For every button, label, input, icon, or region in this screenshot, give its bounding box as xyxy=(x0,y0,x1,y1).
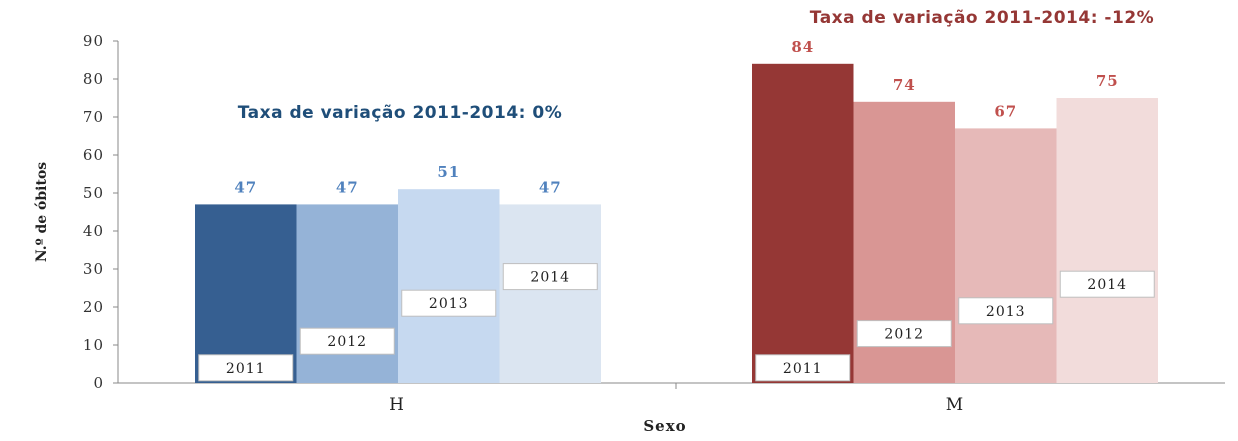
y-axis-title: N.º de óbitos xyxy=(34,162,50,262)
year-label: 2014 xyxy=(502,263,598,291)
bar xyxy=(195,204,297,383)
y-tick-label: 60 xyxy=(83,146,104,164)
data-label: 47 xyxy=(336,178,359,196)
data-label: 84 xyxy=(791,38,814,56)
bar xyxy=(1056,98,1158,383)
bar xyxy=(752,63,854,384)
x-tick-label: H xyxy=(389,395,405,415)
year-label-text: 2012 xyxy=(884,327,924,343)
y-tick-label: 10 xyxy=(83,336,104,354)
y-tick-label: 90 xyxy=(83,32,104,50)
year-label-box xyxy=(299,327,395,355)
year-label-box xyxy=(856,320,952,348)
data-label: 75 xyxy=(1096,72,1119,90)
year-label: 2011 xyxy=(198,354,294,382)
data-label: 74 xyxy=(893,76,916,94)
year-label-text: 2013 xyxy=(986,304,1026,320)
year-label: 2011 xyxy=(755,354,851,382)
y-tick-label: 50 xyxy=(83,184,104,202)
y-tick-label: 80 xyxy=(83,70,104,88)
year-label-box xyxy=(958,297,1054,325)
year-label-text: 2011 xyxy=(783,361,823,377)
variation-annotation: Taxa de variação 2011-2014: -12% xyxy=(810,8,1154,28)
y-tick-label: 30 xyxy=(83,260,104,278)
bar xyxy=(955,128,1057,383)
year-label-box xyxy=(401,289,497,317)
year-label-text: 2011 xyxy=(226,361,266,377)
year-label: 2013 xyxy=(958,297,1054,325)
variation-annotation: Taxa de variação 2011-2014: 0% xyxy=(238,103,563,123)
year-label-box xyxy=(755,354,851,382)
x-axis-title: Sexo xyxy=(643,417,686,435)
year-label-box xyxy=(198,354,294,382)
year-label-text: 2013 xyxy=(429,296,469,312)
bar xyxy=(499,204,601,383)
data-label: 47 xyxy=(234,178,257,196)
year-label-text: 2012 xyxy=(327,334,367,350)
bar xyxy=(296,204,398,383)
y-tick-label: 0 xyxy=(93,374,104,392)
year-label: 2012 xyxy=(856,320,952,348)
year-label-text: 2014 xyxy=(1087,277,1127,293)
year-label-box xyxy=(502,263,598,291)
year-label-box xyxy=(1059,270,1155,298)
data-label: 51 xyxy=(437,163,460,181)
y-tick-label: 40 xyxy=(83,222,104,240)
labels: 47 47 51 47 2011 2012 2013 2014 84 74 67 75 2011 2012… xyxy=(198,8,1155,382)
y-tick-label: 20 xyxy=(83,298,104,316)
year-label: 2012 xyxy=(299,327,395,355)
y-tick-label: 70 xyxy=(83,108,104,126)
data-label: 67 xyxy=(994,102,1017,120)
year-label-text: 2014 xyxy=(530,270,570,286)
year-label: 2013 xyxy=(401,289,497,317)
bar xyxy=(398,189,500,383)
year-label: 2014 xyxy=(1059,270,1155,298)
x-tick-label: M xyxy=(946,395,964,415)
data-label: 47 xyxy=(539,178,562,196)
